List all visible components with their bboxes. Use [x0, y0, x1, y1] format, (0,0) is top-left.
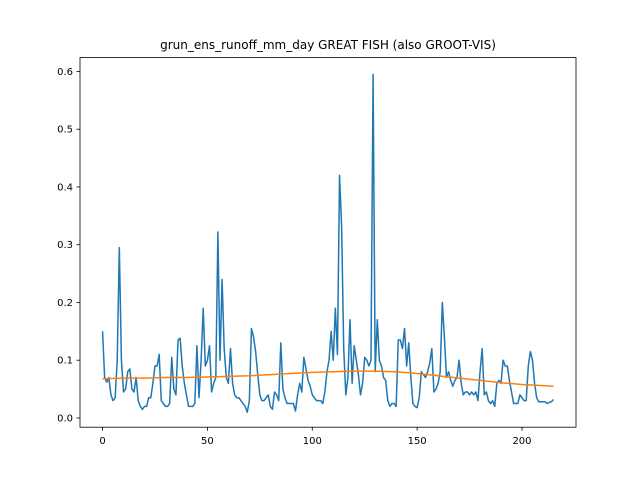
x-tick-label: 50	[201, 436, 214, 447]
y-tick-label: 0.0	[57, 413, 73, 424]
plot-frame	[79, 57, 577, 428]
y-tick-label: 0.3	[57, 240, 73, 251]
x-tick-label: 150	[408, 436, 427, 447]
y-tick-label: 0.1	[57, 356, 73, 367]
y-tick-label: 0.2	[57, 298, 73, 309]
x-tick-label: 100	[303, 436, 322, 447]
y-tick-label: 0.5	[57, 125, 73, 136]
x-tick-label: 0	[99, 436, 105, 447]
data-line	[101, 73, 555, 413]
y-tick-label: 0.4	[57, 182, 73, 193]
data-line	[102, 370, 554, 387]
chart-title: grun_ens_runoff_mm_day GREAT FISH (also …	[160, 38, 496, 52]
x-tick-label: 200	[512, 436, 531, 447]
y-tick-label: 0.6	[57, 67, 73, 78]
